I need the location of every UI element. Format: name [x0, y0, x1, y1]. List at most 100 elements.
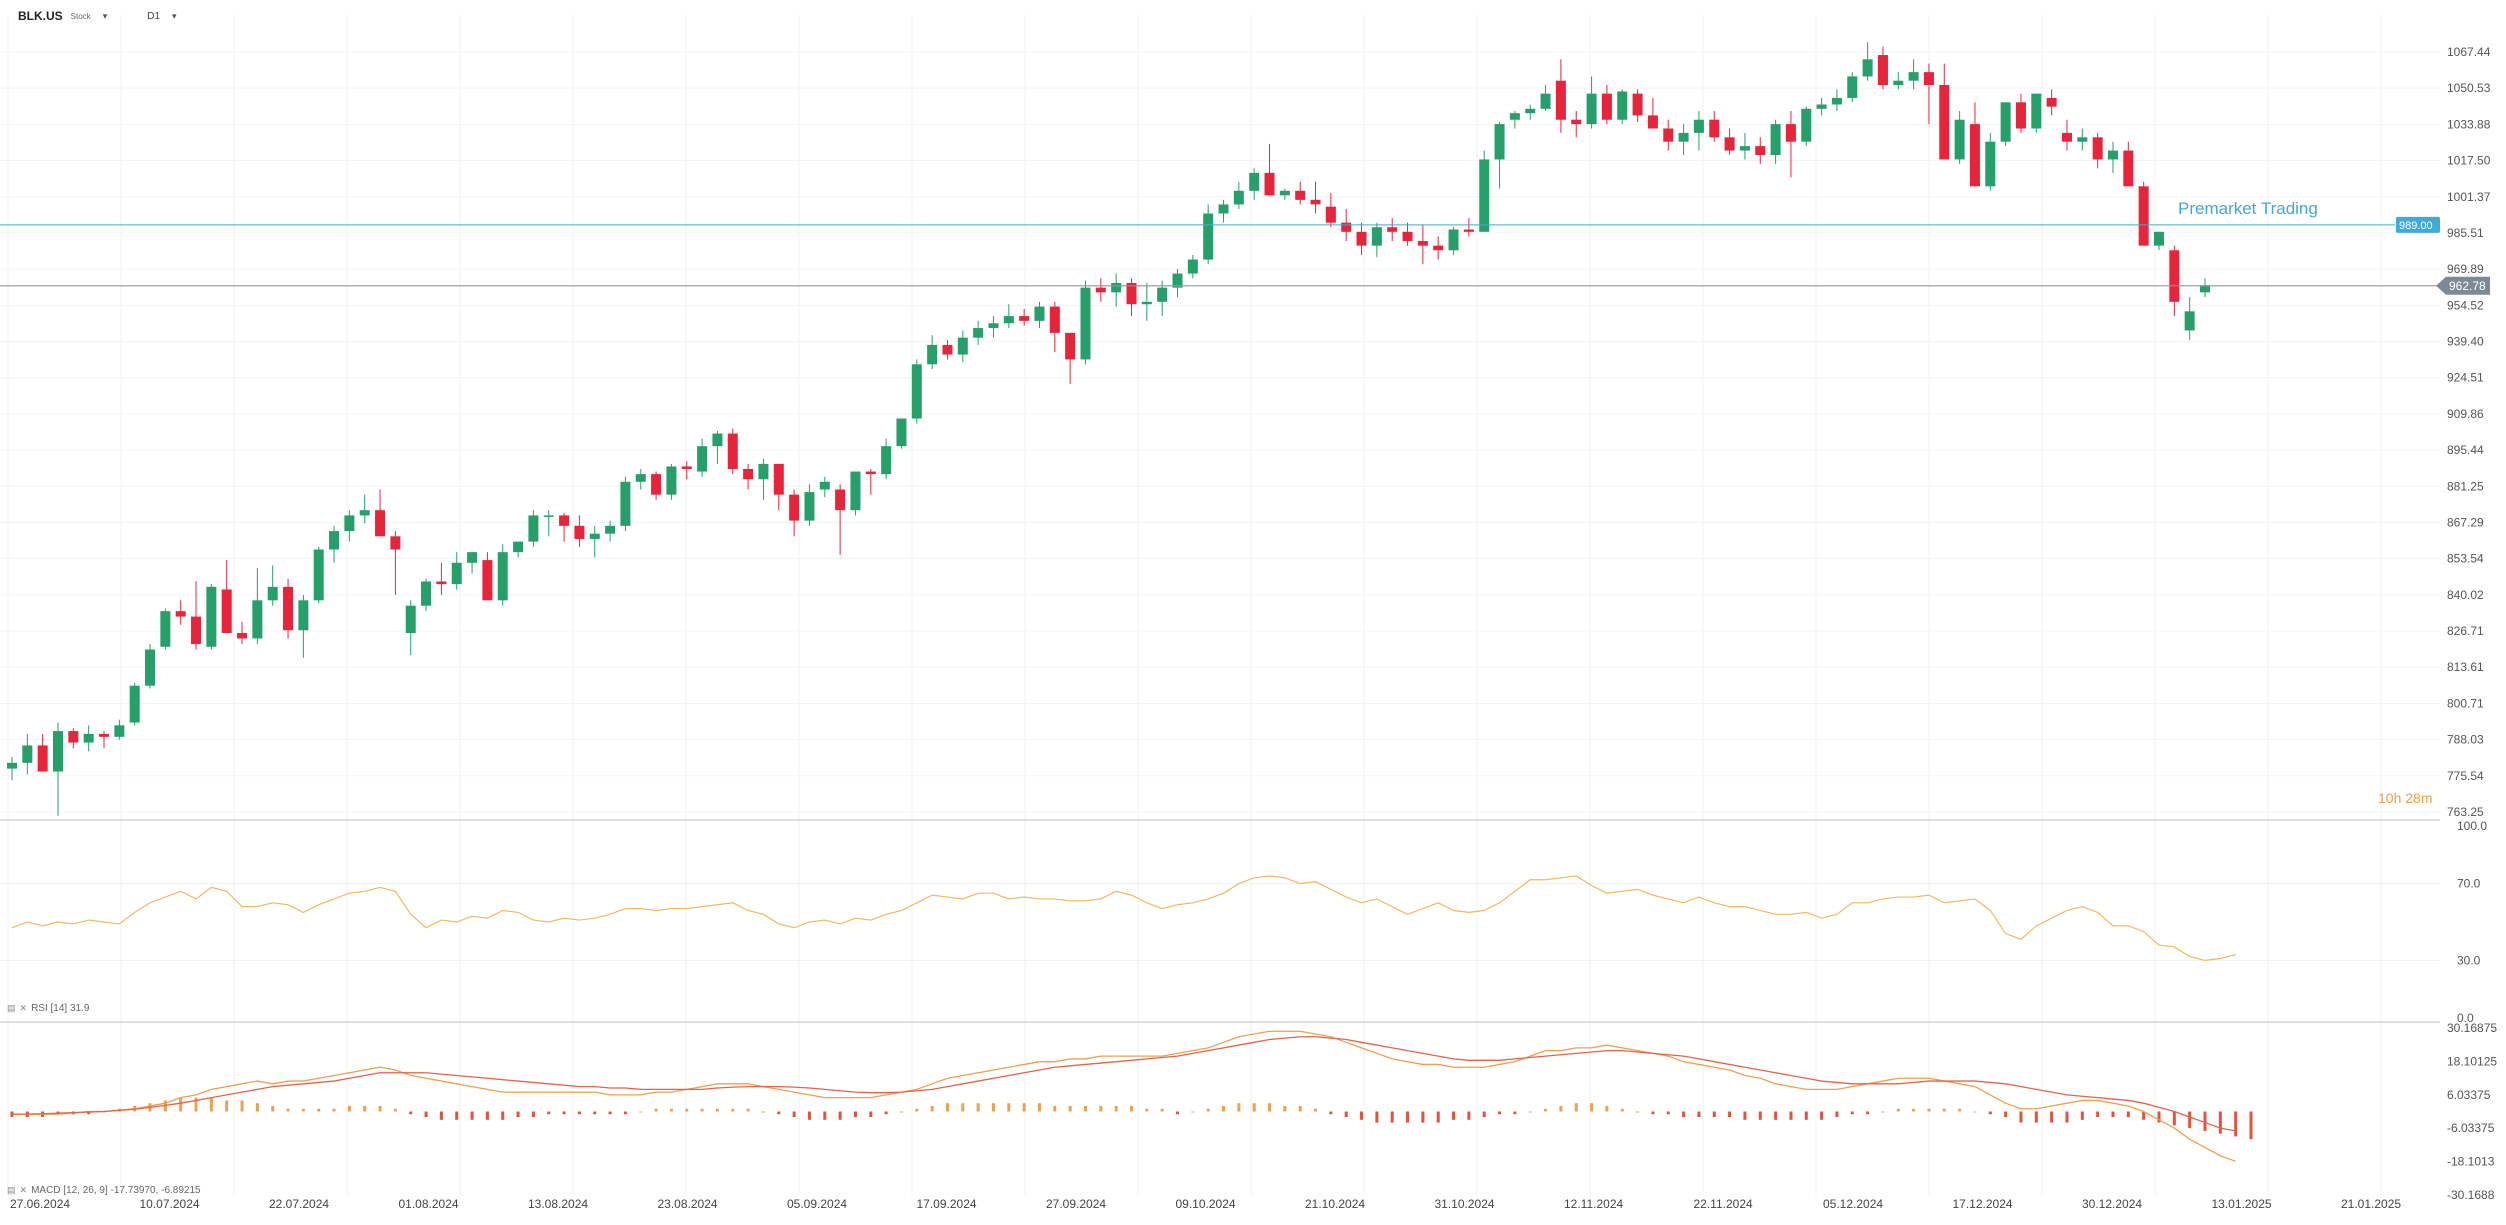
candle-up[interactable]: [1172, 273, 1183, 288]
candle-down[interactable]: [865, 471, 876, 475]
candle-down[interactable]: [574, 525, 585, 539]
candle-up[interactable]: [7, 762, 17, 769]
candle-up[interactable]: [635, 474, 646, 482]
candle-down[interactable]: [2092, 137, 2103, 160]
candle-up[interactable]: [1816, 104, 1827, 109]
candle-down[interactable]: [1969, 124, 1980, 187]
candle-down[interactable]: [1632, 93, 1643, 116]
candle-up[interactable]: [313, 549, 324, 601]
candle-up[interactable]: [2184, 311, 2195, 331]
candle-down[interactable]: [789, 494, 800, 521]
candle-up[interactable]: [1739, 146, 1750, 151]
candle-up[interactable]: [1801, 108, 1812, 142]
candle-up[interactable]: [513, 541, 524, 553]
candle-up[interactable]: [298, 600, 309, 631]
candle-up[interactable]: [1157, 287, 1168, 302]
candle-down[interactable]: [1463, 229, 1474, 232]
candle-up[interactable]: [329, 531, 340, 550]
candle-down[interactable]: [1310, 199, 1321, 205]
candle-up[interactable]: [344, 515, 355, 532]
candle-up[interactable]: [1770, 124, 1781, 156]
candle-down[interactable]: [1417, 241, 1428, 246]
candle-up[interactable]: [1479, 159, 1490, 232]
candle-up[interactable]: [1141, 301, 1152, 305]
candle-down[interactable]: [99, 733, 110, 737]
candle-up[interactable]: [114, 725, 125, 737]
candle-up[interactable]: [129, 685, 140, 723]
candle-up[interactable]: [1218, 204, 1229, 214]
candle-up[interactable]: [1494, 124, 1505, 160]
candle-down[interactable]: [1785, 124, 1796, 142]
candle-down[interactable]: [2046, 97, 2057, 107]
candle-down[interactable]: [1571, 119, 1582, 125]
timeframe-selector[interactable]: D1: [147, 10, 161, 22]
candle-up[interactable]: [497, 552, 508, 601]
candle-down[interactable]: [2169, 250, 2180, 302]
candle-up[interactable]: [988, 323, 999, 329]
candle-up[interactable]: [1509, 113, 1520, 120]
candle-down[interactable]: [482, 560, 493, 601]
candle-up[interactable]: [1448, 229, 1459, 251]
candle-up[interactable]: [819, 481, 830, 490]
candle-up[interactable]: [1954, 119, 1965, 160]
candle-up[interactable]: [160, 611, 171, 647]
candle-up[interactable]: [2153, 231, 2164, 246]
candle-down[interactable]: [221, 589, 232, 633]
candle-down[interactable]: [651, 474, 662, 495]
candle-up[interactable]: [589, 533, 600, 539]
candle-down[interactable]: [2123, 150, 2134, 187]
candle-up[interactable]: [405, 605, 416, 633]
candle-up[interactable]: [1847, 76, 1858, 98]
candle-up[interactable]: [1831, 97, 1842, 105]
candle-up[interactable]: [2200, 285, 2210, 293]
candle-down[interactable]: [1555, 80, 1566, 120]
candle-up[interactable]: [22, 745, 33, 763]
timeframe-dropdown-icon[interactable]: ▾: [172, 10, 177, 21]
candle-down[interactable]: [1295, 190, 1306, 200]
candle-down[interactable]: [2138, 186, 2149, 246]
settings-icon[interactable]: ▤: [7, 1003, 16, 1013]
candle-up[interactable]: [267, 586, 278, 601]
candle-down[interactable]: [375, 510, 386, 537]
symbol-dropdown-icon[interactable]: ▾: [102, 10, 108, 21]
candle-up[interactable]: [1985, 141, 1996, 187]
candle-down[interactable]: [191, 616, 202, 644]
candle-up[interactable]: [2031, 93, 2042, 129]
candle-down[interactable]: [1877, 55, 1888, 86]
candle-up[interactable]: [957, 337, 968, 355]
candle-down[interactable]: [681, 466, 692, 470]
candle-up[interactable]: [804, 492, 815, 521]
candle-down[interactable]: [1264, 172, 1275, 196]
candle-up[interactable]: [666, 466, 677, 495]
candle-up[interactable]: [467, 552, 478, 563]
candle-up[interactable]: [1034, 306, 1045, 321]
settings-icon[interactable]: ▤: [7, 1185, 16, 1195]
candle-up[interactable]: [1233, 190, 1244, 205]
close-icon[interactable]: ✕: [19, 1185, 28, 1195]
candle-down[interactable]: [1356, 231, 1367, 246]
candle-down[interactable]: [1049, 306, 1060, 333]
candle-down[interactable]: [727, 433, 738, 470]
candle-down[interactable]: [1325, 206, 1336, 223]
candle-up[interactable]: [1187, 259, 1198, 274]
close-icon[interactable]: ✕: [19, 1003, 28, 1013]
candle-up[interactable]: [252, 600, 263, 639]
candle-up[interactable]: [973, 328, 984, 338]
candle-up[interactable]: [421, 581, 432, 606]
candle-up[interactable]: [1249, 172, 1260, 191]
candle-down[interactable]: [390, 536, 401, 550]
candle-up[interactable]: [1893, 80, 1904, 86]
candle-up[interactable]: [605, 525, 616, 534]
candle-down[interactable]: [175, 611, 186, 617]
candle-up[interactable]: [1540, 93, 1551, 109]
candle-down[interactable]: [1923, 72, 1934, 86]
candle-down[interactable]: [559, 515, 570, 526]
candle-up[interactable]: [1908, 72, 1919, 81]
candle-down[interactable]: [1663, 128, 1674, 142]
candle-down[interactable]: [1755, 146, 1766, 156]
candle-down[interactable]: [1126, 282, 1137, 305]
candle-up[interactable]: [1617, 91, 1628, 120]
candle-up[interactable]: [850, 471, 861, 511]
candle-down[interactable]: [1724, 137, 1735, 151]
candle-down[interactable]: [436, 581, 447, 585]
